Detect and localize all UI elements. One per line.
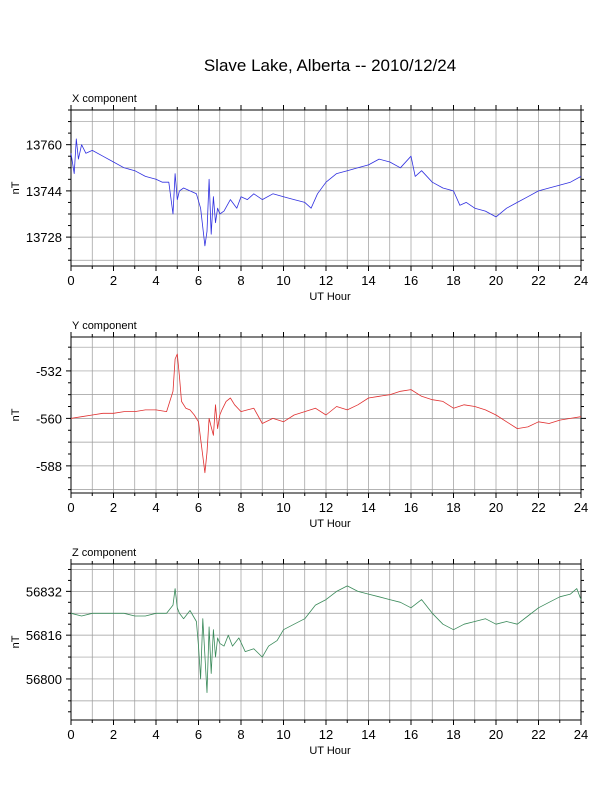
z-component-x-tick-label: 10	[276, 727, 290, 742]
y-component-x-tick-label: 16	[404, 500, 418, 515]
x-component-x-axis-label: UT Hour	[309, 291, 351, 303]
x-component-x-tick-label: 18	[446, 273, 460, 288]
x-component-y-tick-label: 13760	[26, 138, 62, 153]
z-component-x-tick-label: 22	[531, 727, 545, 742]
z-component-x-tick-label: 4	[152, 727, 159, 742]
z-component-x-tick-label: 20	[489, 727, 503, 742]
z-component-x-axis-label: UT Hour	[309, 745, 351, 757]
z-component-x-tick-label: 12	[319, 727, 333, 742]
y-component-x-tick-label: 14	[361, 500, 375, 515]
z-component-y-axis-label: nT	[10, 635, 22, 648]
z-component-panel-title: Z component	[72, 547, 136, 559]
y-component-y-tick-label: -588	[36, 459, 62, 474]
z-component-x-tick-label: 14	[361, 727, 375, 742]
x-component-x-tick-label: 14	[361, 273, 375, 288]
x-component-x-tick-label: 24	[574, 273, 588, 288]
y-component-x-tick-label: 6	[195, 500, 202, 515]
y-component-x-tick-label: 12	[319, 500, 333, 515]
z-component-y-tick-label: 56816	[26, 628, 62, 643]
z-component-y-tick-label: 56832	[26, 584, 62, 599]
z-component-x-tick-label: 8	[237, 727, 244, 742]
y-component-x-tick-label: 2	[110, 500, 117, 515]
y-component-x-tick-label: 20	[489, 500, 503, 515]
z-component-x-tick-label: 2	[110, 727, 117, 742]
y-component-y-tick-label: -532	[36, 364, 62, 379]
z-component-x-tick-label: 0	[67, 727, 74, 742]
y-component-x-tick-label: 8	[237, 500, 244, 515]
x-component-x-tick-label: 6	[195, 273, 202, 288]
x-component-x-tick-label: 8	[237, 273, 244, 288]
z-component-x-tick-label: 24	[574, 727, 588, 742]
z-component-x-tick-label: 18	[446, 727, 460, 742]
y-component-x-tick-label: 18	[446, 500, 460, 515]
z-component-x-tick-label: 6	[195, 727, 202, 742]
y-component-panel-title: Y component	[72, 320, 137, 332]
x-component-y-axis-label: nT	[10, 181, 22, 194]
y-component-x-tick-label: 24	[574, 500, 588, 515]
x-component-panel-title: X component	[72, 93, 137, 105]
y-component-x-axis-label: UT Hour	[309, 518, 351, 530]
x-component-x-tick-label: 2	[110, 273, 117, 288]
z-component-y-tick-label: 56800	[26, 672, 62, 687]
page-title: Slave Lake, Alberta -- 2010/12/24	[203, 56, 457, 75]
x-component-x-tick-label: 12	[319, 273, 333, 288]
x-component-x-tick-label: 0	[67, 273, 74, 288]
x-component-y-tick-label: 13728	[26, 230, 62, 245]
y-component-y-axis-label: nT	[10, 408, 22, 421]
y-component-x-tick-label: 4	[152, 500, 159, 515]
z-component-x-tick-label: 16	[404, 727, 418, 742]
x-component-y-tick-label: 13744	[26, 184, 62, 199]
x-component-x-tick-label: 4	[152, 273, 159, 288]
y-component-series-line	[70, 353, 582, 474]
y-component-x-tick-label: 22	[531, 500, 545, 515]
y-component-x-tick-label: 0	[67, 500, 74, 515]
x-component-series-line	[70, 138, 582, 247]
x-component-x-tick-label: 22	[531, 273, 545, 288]
x-component-x-tick-label: 16	[404, 273, 418, 288]
z-component-series-line	[70, 585, 582, 693]
x-component-x-tick-label: 10	[276, 273, 290, 288]
y-component-y-tick-label: -560	[36, 411, 62, 426]
y-component-x-tick-label: 10	[276, 500, 290, 515]
x-component-x-tick-label: 20	[489, 273, 503, 288]
